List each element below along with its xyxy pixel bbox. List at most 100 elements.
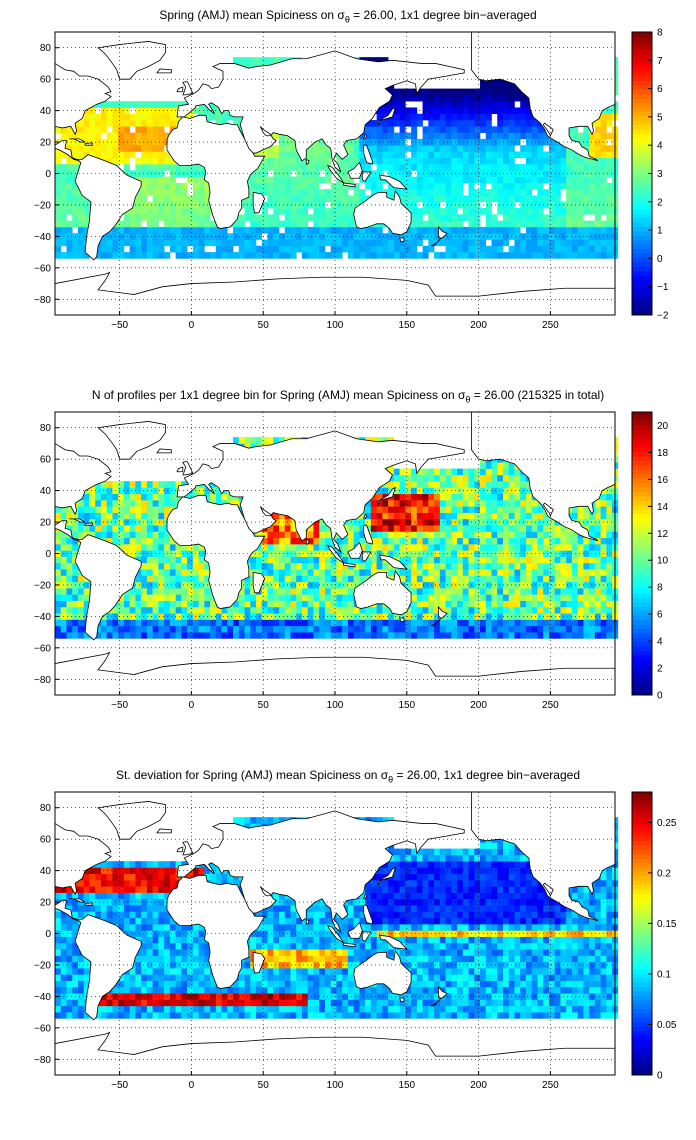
heatmap-cell [324, 195, 331, 203]
heatmap-cell [324, 157, 331, 165]
heatmap-cell [474, 575, 481, 583]
heatmap-cell [434, 220, 441, 228]
heatmap-cell [508, 151, 515, 159]
colorbar-segment [632, 186, 652, 192]
heatmap-cell [273, 518, 280, 526]
heatmap-cell [313, 201, 320, 209]
heatmap-cell [342, 544, 349, 551]
heatmap-cell [307, 619, 314, 627]
heatmap-cell [520, 94, 527, 102]
heatmap-cell [187, 632, 194, 639]
heatmap-cell [439, 107, 446, 115]
heatmap-cell [72, 189, 79, 196]
heatmap-cell [135, 544, 142, 551]
heatmap-cell [141, 113, 148, 121]
heatmap-cell [416, 164, 423, 171]
heatmap-cell [416, 606, 423, 614]
heatmap-cell [296, 195, 303, 203]
heatmap-cell [468, 226, 475, 234]
heatmap-cell [158, 500, 165, 507]
heatmap-cell [480, 151, 487, 159]
heatmap-cell [273, 556, 280, 564]
heatmap-cell [129, 506, 136, 513]
heatmap-cell [129, 606, 136, 614]
heatmap-cell [503, 220, 510, 228]
heatmap-cell [600, 126, 607, 133]
heatmap-cell [123, 220, 130, 228]
heatmap-cell [296, 588, 303, 595]
heatmap-cell [503, 208, 510, 215]
heatmap-cell [365, 625, 372, 633]
heatmap-cell [55, 600, 62, 608]
heatmap-cell [290, 164, 297, 171]
heatmap-cell [284, 252, 291, 259]
heatmap-cell [485, 468, 492, 476]
heatmap-cell [382, 613, 389, 620]
heatmap-cell [589, 176, 596, 184]
heatmap-cell [215, 226, 222, 234]
heatmap-cell [66, 625, 73, 633]
heatmap-cell [267, 625, 274, 633]
heatmap-cell [164, 120, 171, 127]
heatmap-cell [347, 581, 354, 589]
colorbar-segment [632, 213, 652, 219]
heatmap-cell [66, 569, 73, 576]
heatmap-cell [210, 613, 217, 620]
heatmap-cell [525, 195, 533, 203]
heatmap-cell [399, 132, 406, 140]
heatmap-cell [405, 245, 412, 253]
heatmap-cell [388, 525, 395, 532]
heatmap-cell [175, 239, 182, 247]
heatmap-cell [606, 182, 613, 190]
heatmap-cell [106, 512, 113, 520]
heatmap-cell [141, 537, 148, 545]
heatmap-cell [497, 252, 504, 259]
heatmap-cell [451, 518, 458, 526]
heatmap-cell [250, 594, 257, 601]
heatmap-cell [554, 164, 561, 171]
heatmap-cell [525, 252, 533, 259]
heatmap-cell [554, 195, 561, 203]
heatmap-cell [146, 245, 153, 253]
colorbar-segment [632, 151, 652, 157]
heatmap-cell [267, 176, 274, 184]
heatmap-cell [296, 600, 303, 608]
heatmap-cell [112, 120, 119, 127]
heatmap-cell [55, 606, 62, 614]
heatmap-cell [158, 120, 165, 127]
heatmap-cell [370, 625, 377, 633]
heatmap-cell [66, 252, 73, 259]
heatmap-cell [158, 588, 165, 595]
heatmap-cell [342, 556, 349, 564]
heatmap-cell [434, 562, 441, 570]
heatmap-cell [141, 245, 148, 253]
heatmap-cell [256, 220, 263, 228]
heatmap-cell [434, 569, 441, 576]
heatmap-cell [393, 518, 400, 526]
heatmap-cell [428, 176, 435, 184]
heatmap-cell [399, 113, 406, 121]
heatmap-cell [313, 606, 320, 614]
heatmap-cell [129, 531, 136, 539]
heatmap-cell [198, 176, 205, 184]
heatmap-cell [244, 575, 251, 583]
heatmap-cell [474, 120, 481, 127]
heatmap-cell [152, 606, 159, 614]
heatmap-cell [422, 632, 429, 639]
heatmap-cell [261, 581, 268, 589]
heatmap-cell [491, 189, 498, 196]
heatmap-cell [411, 233, 418, 240]
heatmap-cell [359, 239, 366, 247]
heatmap-cell [267, 233, 274, 240]
heatmap-cell [141, 613, 148, 620]
heatmap-cell [284, 575, 291, 583]
heatmap-cell [72, 544, 79, 551]
colorbar-segment [632, 173, 652, 179]
heatmap-cell [554, 157, 561, 165]
heatmap-cell [376, 531, 383, 539]
heatmap-cell [468, 88, 475, 96]
heatmap-cell [95, 481, 102, 488]
heatmap-cell [307, 625, 314, 633]
heatmap-cell [60, 556, 67, 564]
heatmap-cell [480, 625, 487, 633]
